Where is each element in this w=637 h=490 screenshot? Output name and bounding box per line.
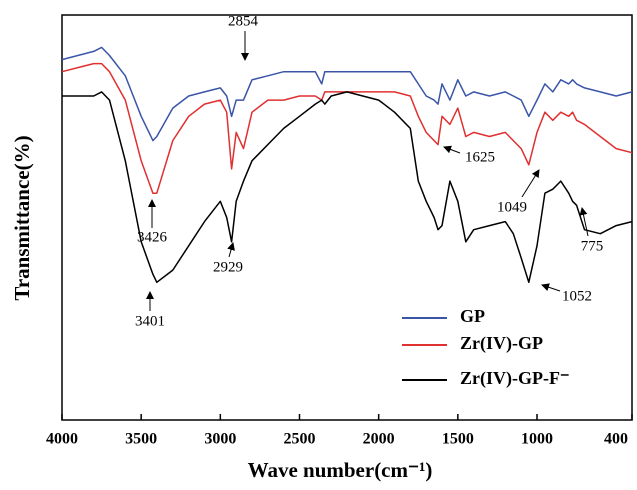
- x-tick-label: 1500: [442, 431, 474, 448]
- series-line: [62, 91, 633, 284]
- annotation-arrow: [541, 283, 561, 292]
- legend-label: Zr(IV)-GP: [460, 333, 543, 354]
- x-tick-label: 3000: [204, 431, 236, 448]
- annotation-label: 1049: [497, 199, 527, 215]
- x-tick-label: 2500: [284, 431, 316, 448]
- legend-label: GP: [460, 306, 485, 326]
- annotation-arrow: [443, 145, 461, 154]
- x-tick-label: 4000: [46, 431, 78, 448]
- annotation-arrow: [579, 207, 589, 237]
- annotation-label: 3401: [135, 313, 165, 329]
- legend-label: Zr(IV)-GP-F⁻: [460, 368, 569, 389]
- series-line: [61, 62, 633, 194]
- annotation-arrow: [521, 169, 540, 198]
- x-tick-label: 3500: [125, 431, 157, 448]
- x-tick-label: 1000: [521, 431, 553, 448]
- annotation-label: 2929: [213, 259, 243, 275]
- annotation-label: 2854: [228, 13, 259, 29]
- x-tick-label: 400: [604, 431, 628, 448]
- annotation-label: 3426: [137, 229, 168, 245]
- y-axis-title: Transmittance(%): [10, 135, 34, 300]
- x-axis-title: Wave number(cm⁻¹): [248, 458, 433, 482]
- annotation-arrow: [227, 242, 235, 258]
- annotation-label: 775: [581, 238, 604, 254]
- annotation-label: 1052: [562, 288, 592, 304]
- series-line: [61, 46, 633, 142]
- annotation-label: 1625: [465, 149, 495, 165]
- plot-frame: [61, 14, 633, 421]
- x-tick-label: 2000: [363, 431, 395, 448]
